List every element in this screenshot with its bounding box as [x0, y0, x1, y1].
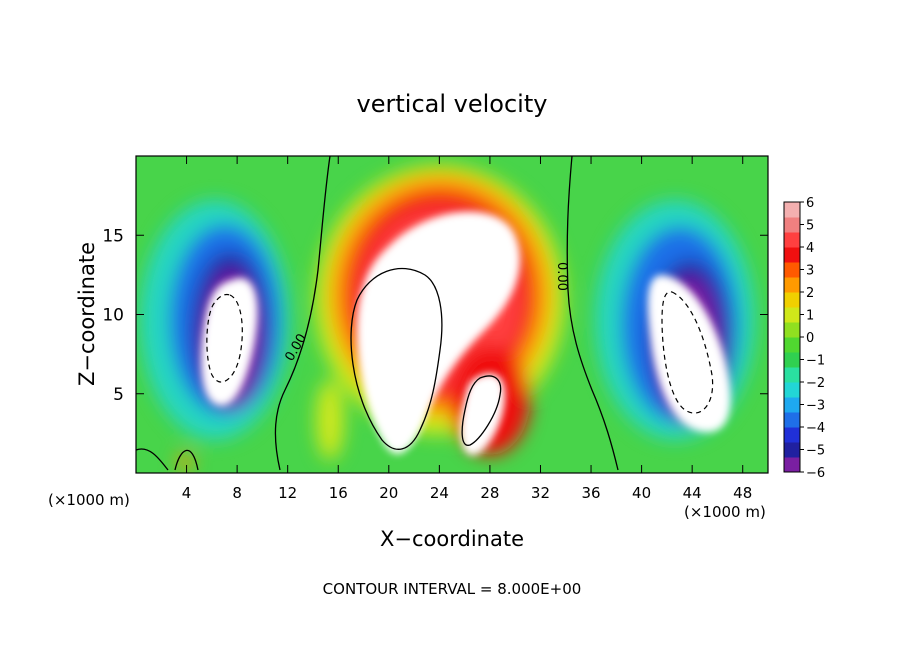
colorbar-swatch — [784, 442, 800, 458]
colorbar-swatch — [784, 427, 800, 443]
colorbar-tick-label: 6 — [806, 196, 814, 211]
colorbar-tick-label: 2 — [806, 286, 814, 301]
colorbar-swatch — [784, 457, 800, 473]
x-axis-unit: (×1000 m) — [48, 491, 130, 509]
y-axis-unit: (×1000 m) — [684, 503, 766, 521]
x-tick-label: 12 — [278, 484, 297, 502]
colorbar-swatch — [784, 322, 800, 338]
x-tick-label: 48 — [733, 484, 752, 502]
x-tick-label: 28 — [480, 484, 499, 502]
colorbar-tick-label: 1 — [806, 309, 814, 324]
dashed-contours — [206, 291, 714, 414]
colorbar-tick-label: −4 — [806, 421, 825, 436]
y-tick-label: 5 — [113, 385, 124, 405]
x-tick-label: 44 — [683, 484, 702, 502]
colorbar-tick-label: 3 — [806, 264, 814, 279]
colorbar-swatch — [784, 307, 800, 323]
x-tick-label: 4 — [182, 484, 192, 502]
y-axis: 5 10 15 — [102, 226, 768, 405]
x-tick-label: 36 — [581, 484, 600, 502]
colorbar-tick-label: −2 — [806, 376, 825, 391]
colorbar-swatch — [784, 352, 800, 368]
x-axis: 4 8 12 16 20 24 28 32 36 40 44 48 — [182, 156, 752, 502]
y-axis-label: Z−coordinate — [75, 242, 99, 386]
colorbar-swatch — [784, 217, 800, 233]
colorbar-swatch — [784, 277, 800, 293]
colorbar-swatch — [784, 247, 800, 263]
colorbar-swatch — [784, 202, 800, 218]
chart-title: vertical velocity — [357, 90, 548, 118]
x-tick-label: 24 — [430, 484, 449, 502]
colorbar-tick-label: −3 — [806, 399, 825, 414]
x-tick-label: 16 — [329, 484, 348, 502]
contour-interval-footer: CONTOUR INTERVAL = 8.000E+00 — [323, 580, 582, 598]
colorbar-tick-label: −6 — [806, 466, 825, 481]
colorbar-tick-label: 4 — [806, 241, 814, 256]
x-axis-label: X−coordinate — [380, 527, 524, 551]
colorbar-swatch — [784, 382, 800, 398]
colorbar-tick-label: 0 — [806, 331, 814, 346]
colorbar-tick-label: 5 — [806, 219, 814, 234]
x-tick-label: 8 — [232, 484, 242, 502]
colorbar-swatch — [784, 292, 800, 308]
x-tick-label: 32 — [531, 484, 550, 502]
colorbar-swatch — [784, 397, 800, 413]
colorbar-swatch — [784, 412, 800, 428]
colorbar-tick-label: −5 — [806, 444, 825, 459]
colorbar-swatch — [784, 337, 800, 353]
colorbar-swatch — [784, 367, 800, 383]
heatmap-field — [136, 156, 768, 473]
contour-label-right: 0.00 — [554, 262, 569, 291]
y-tick-label: 10 — [102, 306, 124, 326]
colorbar-swatch — [784, 232, 800, 248]
colorbar: 6 5 4 3 2 1 0 −1 −2 −3 −4 −5 −6 — [783, 196, 825, 481]
x-tick-label: 20 — [379, 484, 398, 502]
x-tick-label: 40 — [632, 484, 651, 502]
contour-lines — [136, 156, 619, 471]
colorbar-swatch — [784, 262, 800, 278]
y-tick-label: 15 — [102, 226, 124, 246]
colorbar-tick-label: −1 — [806, 354, 825, 369]
